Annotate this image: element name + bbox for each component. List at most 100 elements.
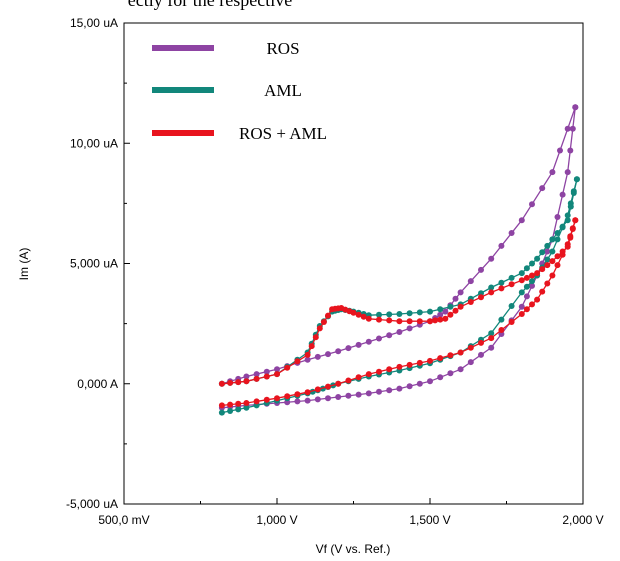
y-tick-label: -5,000 uA [66,497,118,511]
data-point [243,404,250,411]
data-point [478,351,484,358]
data-point [572,217,579,224]
y-tick-label: 0,000 A [77,377,118,391]
data-point [447,311,454,318]
y-tick-label: 5,000 uA [70,257,118,271]
data-point [488,335,495,342]
data-point [263,396,270,403]
data-point [447,370,454,377]
data-point [544,280,551,287]
data-point [345,377,352,384]
data-point [376,388,382,395]
y-tick-label: 10,00 uA [70,136,118,150]
series-line-forward [221,179,578,414]
data-point [554,230,561,236]
data-point [559,248,566,255]
data-point [488,289,495,296]
data-point [539,249,546,256]
data-point [467,278,474,285]
data-point [320,319,327,325]
data-point [549,258,556,265]
data-point [534,270,541,277]
data-point [355,374,362,381]
data-point [437,355,444,362]
data-point [355,391,362,398]
data-point [534,296,541,303]
data-point [442,308,449,315]
data-point [243,373,250,380]
data-point [457,289,464,296]
data-point [243,400,250,406]
data-point [498,285,505,292]
data-point [376,368,382,375]
data-point [365,315,372,322]
data-point [567,203,574,210]
data-point [416,318,423,325]
data-point [554,253,561,260]
data-point [294,358,301,365]
data-point [518,217,525,224]
x-axis-ticks: 500,0 mV 1,000 V 1,500 V 2,000 V [98,498,604,527]
data-point [539,266,546,273]
data-point [406,325,413,332]
data-point [345,345,352,352]
y-axis-ticks: 15,00 uA 10,00 uA 5,000 uA 0,000 A -5,000 uA [66,16,130,511]
data-point [529,272,535,279]
data-point [365,390,372,397]
data-point [488,284,495,291]
x-tick-label: 1,500 V [409,513,450,527]
data-point [569,125,576,132]
data-point [508,303,515,309]
data-point [235,379,242,386]
data-point [227,379,234,386]
data-point [406,318,413,325]
x-tick-label: 1,000 V [256,513,297,527]
data-point [304,397,311,404]
data-point [316,325,323,332]
data-point [523,283,530,290]
data-point [569,226,576,232]
data-point [447,352,454,359]
data-point [406,310,413,317]
data-point [564,217,571,224]
x-tick-label: 2,000 V [562,513,603,527]
data-point [437,306,444,313]
data-point [427,357,433,364]
data-point [523,306,530,313]
data-point [253,398,260,405]
data-point [314,386,321,393]
header-text: ectly for the respective [128,0,292,10]
data-point [529,301,535,308]
y-tick-label: 15,00 uA [70,16,118,30]
data-point [274,366,280,373]
data-point [457,303,464,310]
data-point [539,288,546,295]
data-point [427,308,433,315]
data-point [329,306,336,313]
data-point [544,248,551,255]
data-point [478,266,484,273]
data-point [274,395,280,402]
data-point [557,147,563,154]
data-point [416,309,423,316]
data-point [274,371,280,378]
data-point [457,366,464,373]
y-axis-label: Im (A) [17,248,31,281]
data-point [335,380,342,387]
data-point [253,371,260,378]
data-point [498,316,505,323]
data-point [284,364,291,371]
data-point [452,295,459,302]
data-point [227,408,234,414]
data-point [529,201,535,208]
data-point [518,277,525,284]
x-tick-label: 500,0 mV [98,513,149,527]
data-point [467,359,474,366]
data-point [386,311,393,318]
data-point [529,278,535,285]
data-point [376,316,382,323]
data-point [508,230,515,236]
data-point [518,270,525,277]
data-point [386,317,393,324]
